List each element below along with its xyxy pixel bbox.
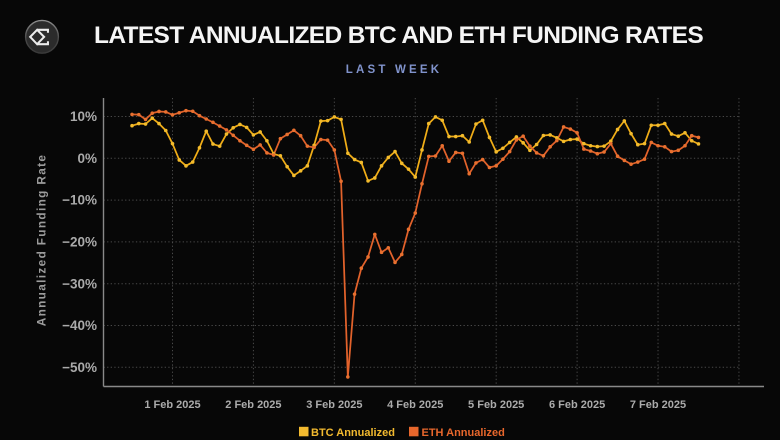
svg-text:1 Feb 2025: 1 Feb 2025 xyxy=(144,399,200,411)
svg-text:3 Feb 2025: 3 Feb 2025 xyxy=(306,399,362,411)
svg-text:ETH Annualized: ETH Annualized xyxy=(422,427,505,439)
svg-text:Annualized Funding Rate: Annualized Funding Rate xyxy=(34,154,48,327)
svg-text:0%: 0% xyxy=(77,151,97,166)
svg-text:−20%: −20% xyxy=(62,235,97,250)
svg-text:7 Feb 2025: 7 Feb 2025 xyxy=(630,399,686,411)
svg-text:LAST WEEK: LAST WEEK xyxy=(346,64,443,76)
svg-text:10%: 10% xyxy=(70,109,97,124)
svg-text:−40%: −40% xyxy=(62,318,97,333)
svg-text:−50%: −50% xyxy=(62,360,97,375)
svg-text:2 Feb 2025: 2 Feb 2025 xyxy=(225,399,281,411)
svg-text:LATEST ANNUALIZED BTC AND ETH: LATEST ANNUALIZED BTC AND ETH FUNDING RA… xyxy=(94,22,703,49)
svg-text:−30%: −30% xyxy=(62,276,97,291)
svg-text:5 Feb 2025: 5 Feb 2025 xyxy=(468,399,524,411)
svg-text:−10%: −10% xyxy=(62,193,97,208)
svg-text:BTC Annualized: BTC Annualized xyxy=(311,427,395,439)
svg-text:4 Feb 2025: 4 Feb 2025 xyxy=(387,399,443,411)
svg-text:6 Feb 2025: 6 Feb 2025 xyxy=(549,399,605,411)
